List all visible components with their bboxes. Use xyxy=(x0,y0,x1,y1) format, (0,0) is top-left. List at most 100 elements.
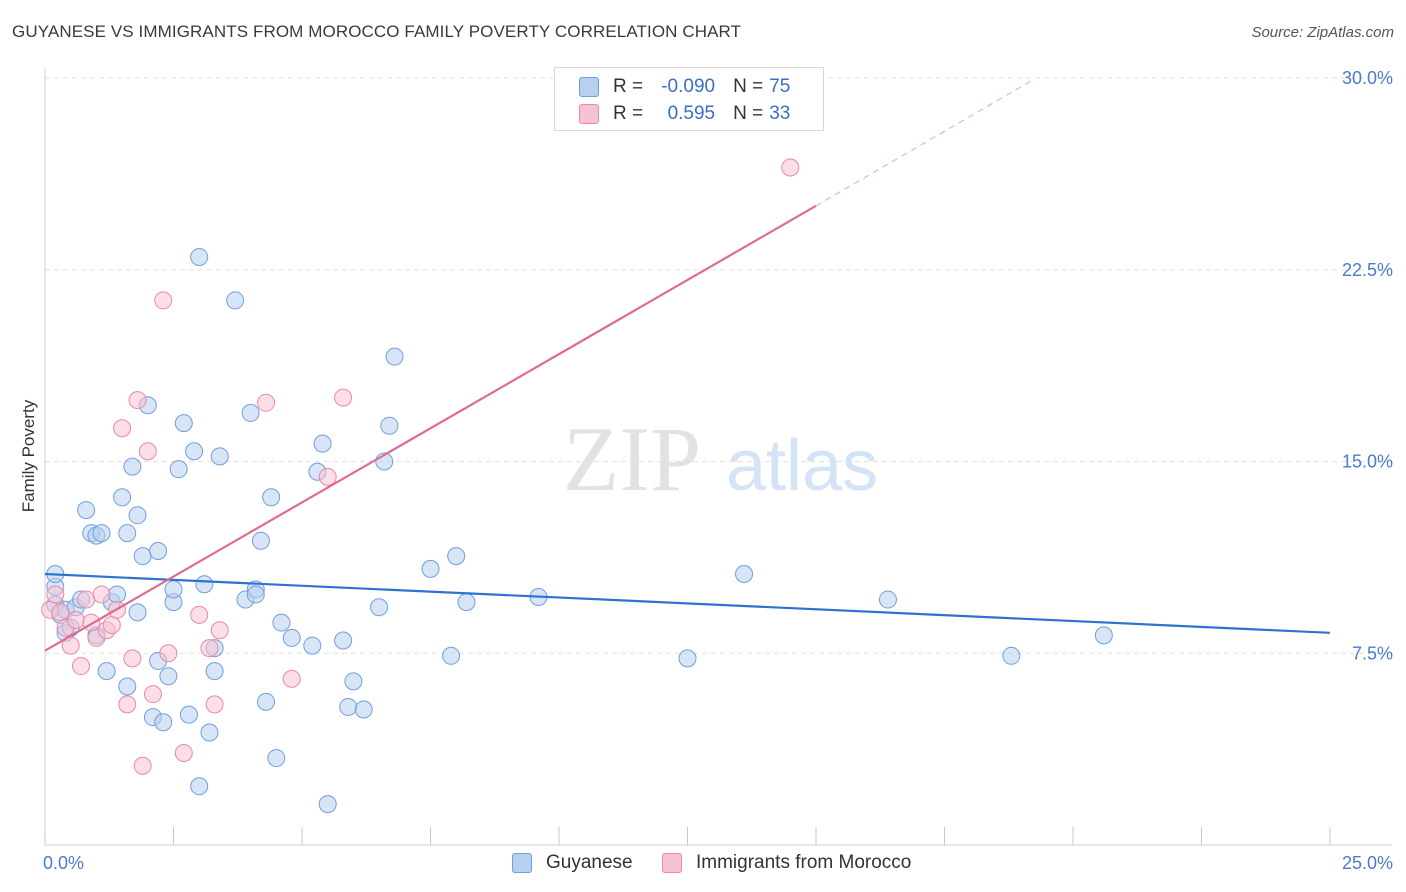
point-morocco xyxy=(200,639,219,658)
y-tick-label: 30.0% xyxy=(1342,68,1393,88)
legend-swatch-guyanese xyxy=(579,77,599,97)
point-morocco xyxy=(205,695,224,714)
point-guyanese xyxy=(97,662,116,681)
point-guyanese xyxy=(133,547,152,566)
point-guyanese xyxy=(179,705,198,724)
point-guyanese xyxy=(257,692,276,711)
point-guyanese xyxy=(678,649,697,668)
legend-r-label: R = xyxy=(613,76,644,97)
point-guyanese xyxy=(195,575,214,594)
point-guyanese xyxy=(1094,626,1113,645)
y-tick-label: 7.5% xyxy=(1352,643,1393,663)
point-guyanese xyxy=(447,547,466,566)
point-guyanese xyxy=(128,603,147,622)
trend-line-morocco xyxy=(44,204,817,652)
point-guyanese xyxy=(210,447,229,466)
trend-line-morocco-extension xyxy=(815,80,1033,207)
point-morocco xyxy=(123,649,142,668)
legend-r-value: 0.595 xyxy=(667,103,716,124)
point-guyanese xyxy=(107,585,126,604)
chart-title: GUYANESE VS IMMIGRANTS FROM MOROCCO FAMI… xyxy=(12,22,742,41)
legend-n-label: N = xyxy=(733,76,764,97)
point-guyanese xyxy=(735,564,754,583)
point-morocco xyxy=(190,605,209,624)
bottom-legend-swatch-morocco xyxy=(662,853,682,873)
point-morocco xyxy=(334,388,353,407)
point-guyanese xyxy=(154,713,173,732)
series-guyanese-points xyxy=(46,247,1113,814)
watermark: ZIP atlas xyxy=(563,408,878,510)
point-morocco xyxy=(210,621,229,640)
series-morocco-points xyxy=(41,158,800,775)
point-morocco xyxy=(102,616,121,635)
legend-n-label: N = xyxy=(733,103,764,124)
point-guyanese xyxy=(200,723,219,742)
point-guyanese xyxy=(334,631,353,650)
point-morocco xyxy=(92,585,111,604)
legend-swatch-morocco xyxy=(579,104,599,124)
point-guyanese xyxy=(128,506,147,525)
point-morocco xyxy=(138,442,157,461)
point-guyanese xyxy=(159,667,178,686)
point-guyanese xyxy=(421,559,440,578)
point-guyanese xyxy=(241,403,260,422)
point-guyanese xyxy=(118,677,137,696)
legend-n-value: 75 xyxy=(769,76,791,97)
point-guyanese xyxy=(164,580,183,599)
point-guyanese xyxy=(339,697,358,716)
point-guyanese xyxy=(190,247,209,266)
gridlines xyxy=(45,77,1392,654)
x-tick-label-max: 25.0% xyxy=(1342,853,1393,873)
point-guyanese xyxy=(878,590,897,609)
point-morocco xyxy=(66,611,85,630)
point-guyanese xyxy=(385,347,404,366)
point-guyanese xyxy=(318,795,337,814)
watermark-atlas: atlas xyxy=(726,426,878,506)
point-guyanese xyxy=(190,777,209,796)
bottom-legend-morocco: Immigrants from Morocco xyxy=(662,852,911,874)
legend-n-value: 33 xyxy=(769,103,791,124)
point-morocco xyxy=(128,391,147,410)
point-morocco xyxy=(113,419,132,438)
bottom-legend-swatch-guyanese xyxy=(512,853,532,873)
legend-row-morocco: R = 0.595 N = 33 xyxy=(579,101,790,127)
point-morocco xyxy=(318,467,337,486)
point-guyanese xyxy=(370,598,389,617)
point-guyanese xyxy=(282,628,301,647)
point-guyanese xyxy=(185,442,204,461)
point-guyanese xyxy=(272,613,291,632)
y-axis-label: Family Poverty xyxy=(19,399,38,512)
point-morocco xyxy=(51,603,70,622)
point-morocco xyxy=(282,669,301,688)
point-guyanese xyxy=(267,749,286,768)
bottom-legend-guyanese: Guyanese xyxy=(512,852,633,874)
point-guyanese xyxy=(344,672,363,691)
point-guyanese xyxy=(123,457,142,476)
legend-row-guyanese: R = -0.090 N = 75 xyxy=(579,74,790,100)
bottom-legend-label-guyanese: Guyanese xyxy=(546,852,633,873)
point-morocco xyxy=(159,644,178,663)
point-guyanese xyxy=(262,488,281,507)
source-credit: Source: ZipAtlas.com xyxy=(1251,24,1394,41)
point-guyanese xyxy=(226,291,245,310)
point-guyanese xyxy=(77,501,96,520)
y-tick-label: 15.0% xyxy=(1342,452,1393,472)
tick-labels: 7.5% 15.0% 22.5% 30.0% 0.0% 25.0% xyxy=(43,68,1393,873)
point-guyanese xyxy=(457,593,476,612)
trend-lines xyxy=(44,80,1331,652)
point-guyanese xyxy=(1002,646,1021,665)
legend-r-label: R = xyxy=(613,103,644,124)
point-morocco xyxy=(71,657,90,676)
point-guyanese xyxy=(380,416,399,435)
point-guyanese xyxy=(303,636,322,655)
point-guyanese xyxy=(169,460,188,479)
point-guyanese xyxy=(118,524,137,543)
watermark-zip: ZIP xyxy=(563,408,701,510)
point-morocco xyxy=(77,590,96,609)
point-guyanese xyxy=(246,585,265,604)
point-morocco xyxy=(118,695,137,714)
point-guyanese xyxy=(92,524,111,543)
axes xyxy=(44,68,1392,846)
point-morocco xyxy=(174,743,193,762)
x-tick-label-min: 0.0% xyxy=(43,853,84,873)
